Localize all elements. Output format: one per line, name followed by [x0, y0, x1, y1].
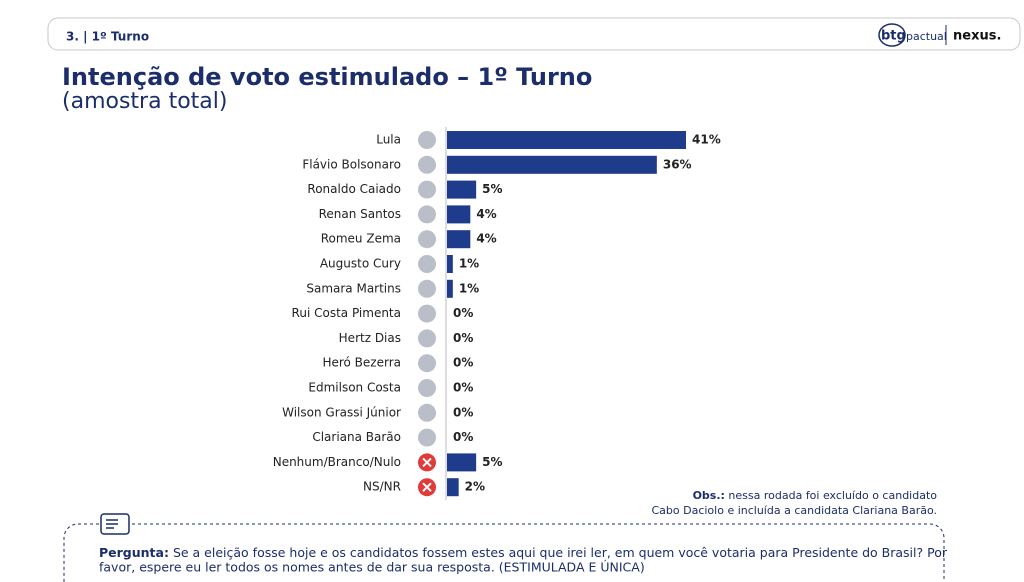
note: Obs.: nessa rodada foi excluído o candid…	[693, 489, 938, 502]
candidate-photo	[418, 205, 436, 224]
value-label: 4%	[476, 232, 496, 246]
bar	[447, 180, 477, 199]
note-text: nessa rodada foi excluído o candidato	[728, 489, 937, 502]
category-label: Nenhum/Branco/Nulo	[273, 455, 401, 469]
value-label: 2%	[465, 480, 485, 494]
candidate-photo	[418, 379, 436, 397]
value-label: 5%	[482, 182, 502, 196]
candidate-photo	[418, 354, 436, 373]
candidate-photo	[418, 428, 436, 447]
category-label: Flávio Bolsonaro	[302, 157, 401, 171]
category-label: Augusto Cury	[320, 257, 401, 271]
note-label: Obs.:	[693, 489, 725, 502]
value-label: 0%	[453, 356, 473, 370]
value-label: 36%	[663, 157, 692, 171]
none-icon-x	[422, 457, 432, 468]
candidate-photo	[418, 403, 436, 422]
question-text: Se a eleição fosse hoje e os candidatos …	[173, 545, 948, 560]
value-label: 0%	[453, 331, 473, 345]
candidate-photo	[418, 155, 436, 174]
logo-ring	[878, 23, 906, 47]
bar	[447, 205, 471, 224]
candidate-photo	[418, 131, 436, 149]
category-label: Hertz Dias	[339, 331, 401, 345]
candidate-photo	[418, 180, 436, 199]
question: Pergunta: Se a eleição fosse hoje e os c…	[99, 545, 948, 560]
chart-subtitle: (amostra total)	[62, 89, 227, 114]
category-label: Samara Martins	[306, 281, 401, 295]
question-box	[63, 523, 945, 582]
brand-sub: pactual	[906, 30, 947, 43]
category-label: Lula	[376, 133, 401, 147]
value-label: 0%	[453, 405, 473, 419]
category-label: Wilson Grassi Júnior	[282, 405, 401, 419]
bar	[447, 230, 471, 249]
value-label: 1%	[459, 281, 479, 295]
value-label: 41%	[692, 133, 721, 147]
none-icon-x	[422, 482, 432, 492]
header-bar	[47, 17, 1021, 51]
category-label: Clariana Barão	[312, 430, 401, 444]
candidate-photo	[418, 230, 436, 249]
brand-logo: btg	[881, 29, 906, 44]
bar	[447, 453, 477, 472]
bar	[447, 155, 657, 174]
question-text: favor, espere eu ler todos os nomes ante…	[99, 560, 645, 575]
partner-logo: nexus.	[953, 29, 1001, 44]
bar	[447, 255, 453, 273]
category-label: NS/NR	[363, 480, 401, 494]
candidate-photo	[418, 329, 436, 348]
value-label: 1%	[459, 257, 479, 271]
category-label: Rui Costa Pimenta	[292, 306, 401, 320]
bar	[447, 131, 686, 149]
note-text: Cabo Daciolo e incluída a candidata Clar…	[651, 504, 937, 517]
category-label: Ronaldo Caiado	[307, 182, 401, 196]
value-label: 5%	[482, 455, 502, 469]
value-label: 4%	[476, 207, 496, 221]
candidate-photo	[418, 279, 436, 298]
category-label: Renan Santos	[319, 207, 401, 221]
candidate-photo	[418, 255, 436, 273]
category-label: Edmilson Costa	[308, 381, 401, 395]
bar	[447, 279, 453, 298]
category-label: Heró Bezerra	[322, 356, 401, 370]
chart-title: Intenção de voto estimulado – 1º Turno	[62, 63, 592, 91]
category-label: Romeu Zema	[321, 232, 401, 246]
question-icon-lines	[106, 519, 118, 529]
value-label: 0%	[453, 381, 473, 395]
bar	[447, 478, 459, 497]
section-label: 3. | 1º Turno	[66, 30, 149, 44]
candidate-photo	[418, 304, 436, 323]
value-label: 0%	[453, 306, 473, 320]
question-label: Pergunta:	[99, 545, 169, 560]
value-label: 0%	[453, 430, 473, 444]
